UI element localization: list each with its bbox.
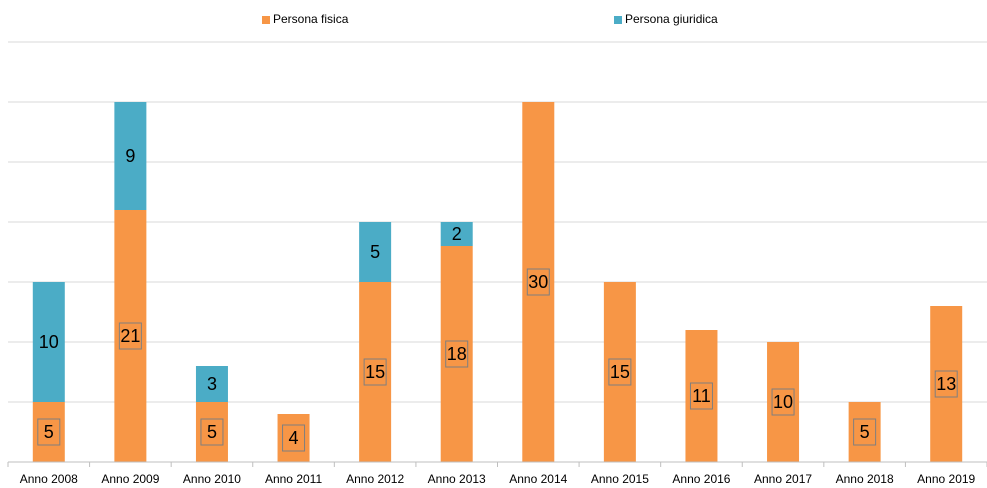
x-tick-label: Anno 2018 <box>836 472 894 486</box>
data-label-box <box>282 424 306 452</box>
data-label-box <box>37 418 61 446</box>
data-label: 5 <box>860 422 870 442</box>
data-label: 4 <box>289 428 299 448</box>
data-label: 9 <box>125 146 135 166</box>
data-label-box <box>853 418 877 446</box>
legend-label: Persona fisica <box>273 12 349 26</box>
x-tick-label: Anno 2019 <box>917 472 975 486</box>
bar-segment <box>114 102 147 210</box>
bar-segment <box>440 222 473 246</box>
bar-segment <box>32 282 65 402</box>
legend-swatch <box>262 16 270 24</box>
data-label: 15 <box>365 362 385 382</box>
x-tick-label: Anno 2015 <box>591 472 649 486</box>
data-label: 18 <box>447 344 467 364</box>
data-label: 10 <box>39 332 59 352</box>
data-label-box <box>771 388 795 416</box>
x-tick-label: Anno 2008 <box>20 472 78 486</box>
data-label-box <box>934 370 958 398</box>
data-label-box <box>200 418 224 446</box>
data-label: 10 <box>773 392 793 412</box>
bar-segment <box>195 366 228 402</box>
data-label: 30 <box>528 272 548 292</box>
data-label: 13 <box>936 374 956 394</box>
x-tick-label: Anno 2016 <box>672 472 730 486</box>
data-label: 11 <box>692 386 711 406</box>
legend-swatch <box>614 16 622 24</box>
data-label: 2 <box>452 224 462 244</box>
x-tick-label: Anno 2011 <box>265 472 322 486</box>
x-tick-label: Anno 2017 <box>754 472 812 486</box>
data-label: 21 <box>120 326 140 346</box>
x-tick-label: Anno 2009 <box>101 472 159 486</box>
bar-segment <box>359 222 392 282</box>
data-label: 15 <box>610 362 630 382</box>
data-label-box <box>526 268 550 296</box>
data-label-box <box>363 358 387 386</box>
data-label: 5 <box>207 422 217 442</box>
data-label: 5 <box>44 422 54 442</box>
data-label-box <box>608 358 632 386</box>
data-label: 5 <box>370 242 380 262</box>
x-tick-label: Anno 2010 <box>183 472 241 486</box>
x-tick-label: Anno 2013 <box>428 472 486 486</box>
data-label-box <box>689 382 713 410</box>
x-tick-label: Anno 2014 <box>509 472 567 486</box>
legend-label: Persona giuridica <box>625 12 718 26</box>
data-label: 3 <box>207 374 217 394</box>
data-label-box <box>445 340 469 368</box>
data-label-box <box>118 322 142 350</box>
x-tick-label: Anno 2012 <box>346 472 404 486</box>
